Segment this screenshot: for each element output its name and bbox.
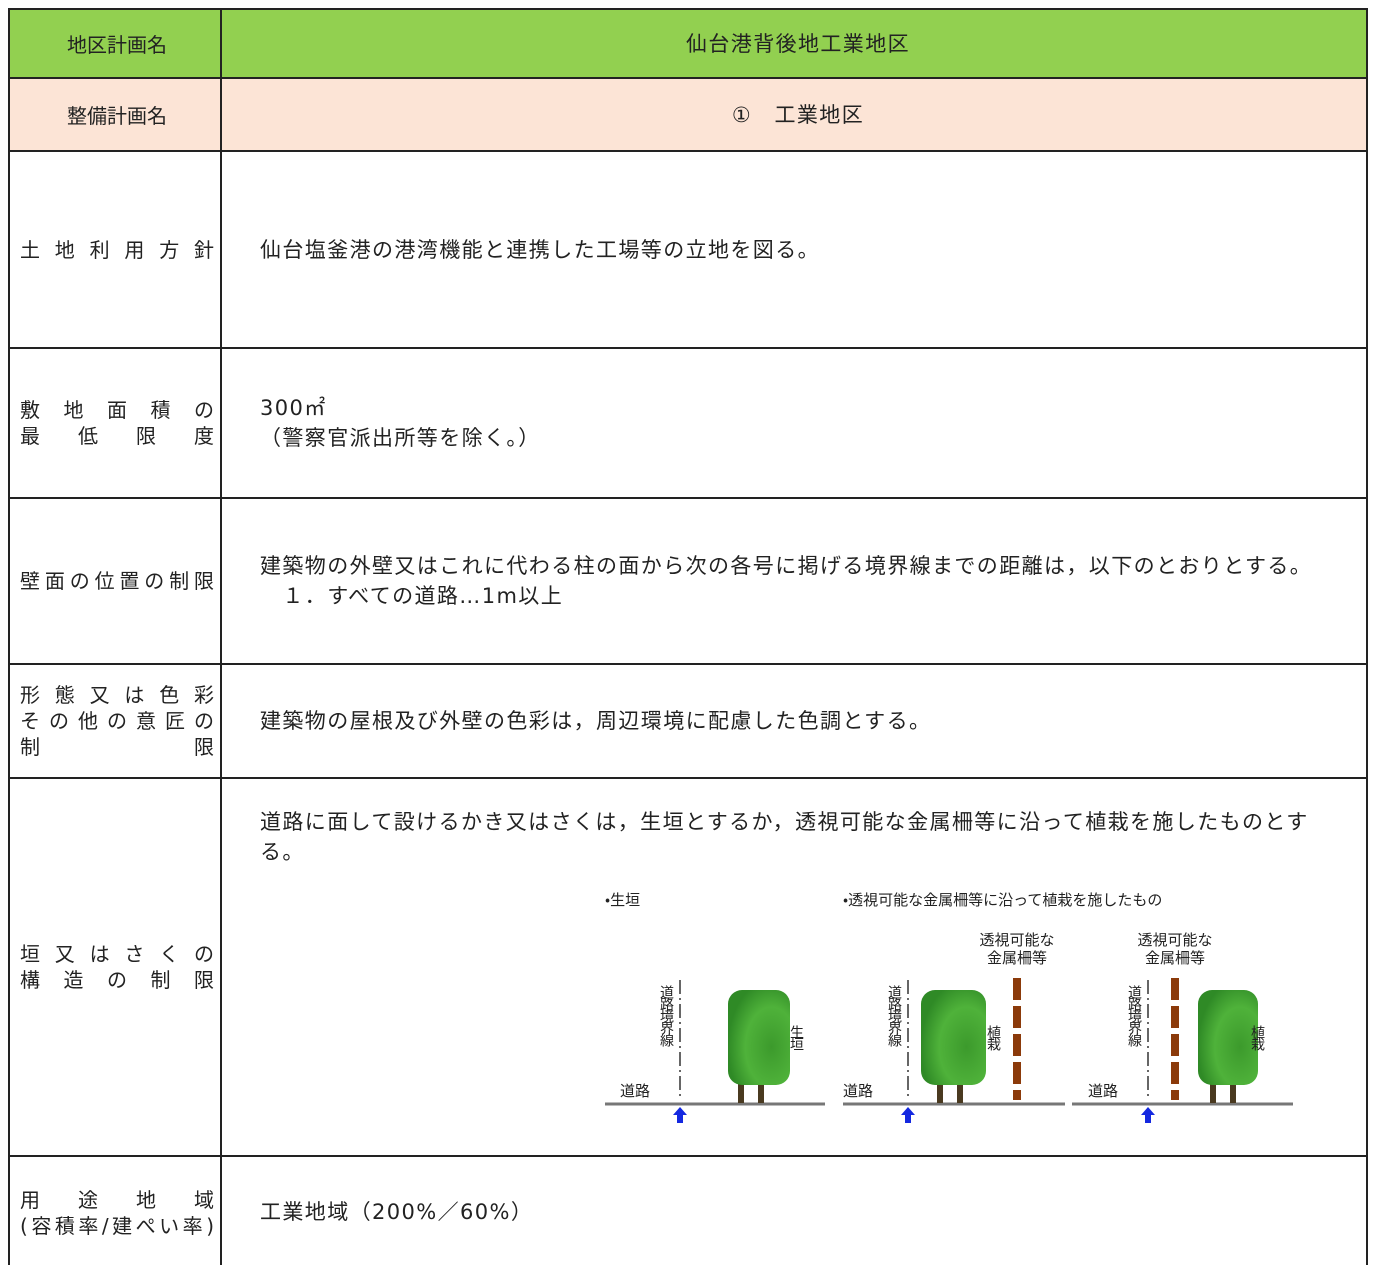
label-cell: 敷地面積の 最低限度 <box>8 347 222 499</box>
boundary-label: 道路境界線 <box>1126 985 1142 1047</box>
label: 整備計画名 <box>67 104 167 128</box>
label: (容積率/建ぺい率) <box>20 1214 214 1238</box>
caption: ・生垣 <box>605 891 640 909</box>
panel: 生垣 道路境界線 道路 <box>605 980 825 1123</box>
fence-label: 透視可能な <box>1137 931 1212 949</box>
plant-label: 植栽 <box>985 1024 1001 1051</box>
label: 土地利用方針 <box>20 237 214 262</box>
content-cell: 300㎡ （警察官派出所等を除く。） <box>220 347 1368 499</box>
content-cell: 仙台塩釜港の港湾機能と連携した工場等の立地を図る。 <box>220 150 1368 349</box>
plant-label: 生垣 <box>788 1025 804 1050</box>
fence-label: 透視可能な <box>979 931 1054 949</box>
boundary-label: 道路境界線 <box>886 985 902 1047</box>
content: 仙台港背後地工業地区 <box>686 31 910 56</box>
content-cell: 建築物の屋根及び外壁の色彩は，周辺環境に配慮した色調とする。 <box>220 663 1368 779</box>
content-cell: 工業地域（200%／60%） <box>220 1155 1368 1265</box>
label-cell: 用途地域 (容積率/建ぺい率) <box>8 1155 222 1265</box>
content: 道路に面して設けるかき又はさくは，生垣とするか，透視可能な金属柵等に沿って植栽を… <box>260 810 1309 864</box>
road-label: 道路 <box>1088 1082 1118 1100</box>
boundary-label: 道路境界線 <box>658 985 674 1047</box>
fence-label: 金属柵等 <box>987 949 1047 967</box>
fence-label: 金属柵等 <box>1145 949 1205 967</box>
label: 敷地面積の <box>20 398 214 422</box>
panel: 植栽 透視可能な 金属柵等 道路境界線 道路 <box>1072 931 1293 1123</box>
label: 制限 <box>20 735 214 759</box>
label-cell: 壁面の位置の制限 <box>8 497 222 665</box>
plant-label: 植栽 <box>1249 1024 1265 1051</box>
content: 建築物の屋根及び外壁の色彩は，周辺環境に配慮した色調とする。 <box>260 709 932 733</box>
label: 用途地域 <box>20 1188 214 1212</box>
content: （警察官派出所等を除く。） <box>260 426 541 450</box>
road-label: 道路 <box>843 1082 873 1100</box>
content: 300㎡ <box>260 396 327 420</box>
content: 仙台塩釜港の港湾機能と連携した工場等の立地を図る。 <box>260 237 820 262</box>
label: 地区計画名 <box>67 33 167 57</box>
label-cell: 形態又は色彩 その他の意匠の 制限 <box>8 663 222 779</box>
label-cell: 垣又はさくの 構造の制限 <box>8 777 222 1157</box>
caption: ・透視可能な金属柵等に沿って植栽を施したもの <box>843 891 1162 909</box>
label: 構造の制限 <box>20 968 214 992</box>
label: その他の意匠の <box>20 709 214 733</box>
content-cell: 仙台港背後地工業地区 <box>220 8 1368 79</box>
content-cell: ① 工業地区 <box>220 77 1368 152</box>
label-cell: 土地利用方針 <box>8 150 222 349</box>
label: 形態又は色彩 <box>20 683 214 707</box>
panel: 植栽 透視可能な 金属柵等 道路境界線 道路 <box>843 931 1065 1123</box>
label: 垣又はさくの <box>20 942 214 966</box>
content: 工業地域（200%／60%） <box>260 1200 534 1224</box>
content: １．すべての道路…1m以上 <box>260 584 564 608</box>
label-cell: 整備計画名 <box>8 77 222 152</box>
label-cell: 地区計画名 <box>8 8 222 79</box>
fence-diagram: ・生垣 ・透視可能な金属柵等に沿って植栽を施したもの 生垣 道路境界線 道路 植… <box>605 891 1293 1123</box>
road-label: 道路 <box>620 1082 650 1100</box>
content: ① 工業地区 <box>731 102 865 127</box>
content-cell: 建築物の外壁又はこれに代わる柱の面から次の各号に掲げる境界線までの距離は，以下の… <box>220 497 1368 665</box>
content: 建築物の外壁又はこれに代わる柱の面から次の各号に掲げる境界線までの距離は，以下の… <box>260 554 1313 578</box>
label: 最低限度 <box>20 424 214 448</box>
label: 壁面の位置の制限 <box>20 569 214 593</box>
